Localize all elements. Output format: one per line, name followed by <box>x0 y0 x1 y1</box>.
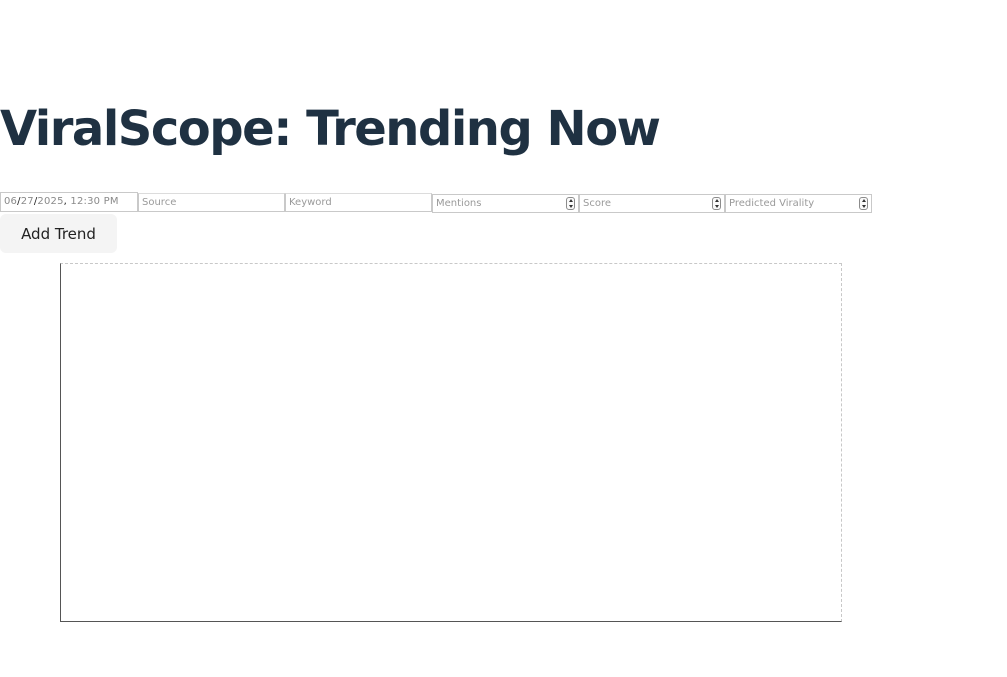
date-time-separator: , <box>63 196 71 207</box>
keyword-input[interactable]: Keyword <box>285 193 432 212</box>
date-separator: / <box>33 196 38 207</box>
date-time[interactable]: 12:30 PM <box>70 196 119 207</box>
date-day[interactable]: 27 <box>20 196 34 207</box>
date-year[interactable]: 2025 <box>37 196 64 207</box>
mentions-input[interactable]: Mentions <box>432 194 579 213</box>
predicted-virality-input[interactable]: Predicted Virality <box>725 194 872 213</box>
mentions-placeholder: Mentions <box>436 198 482 209</box>
source-placeholder: Source <box>142 197 177 208</box>
predicted-virality-placeholder: Predicted Virality <box>729 198 815 209</box>
date-month[interactable]: 06 <box>4 196 18 207</box>
keyword-placeholder: Keyword <box>289 197 332 208</box>
page-title: ViralScope: Trending Now <box>0 101 661 157</box>
datetime-input[interactable]: 06/27/2025, 12:30 PM <box>0 192 138 212</box>
score-placeholder: Score <box>583 198 612 209</box>
spinner-icon[interactable] <box>859 197 868 210</box>
add-trend-button[interactable]: Add Trend <box>0 214 117 253</box>
chart-area <box>60 263 842 622</box>
score-input[interactable]: Score <box>579 194 725 213</box>
spinner-icon[interactable] <box>566 197 575 210</box>
source-input[interactable]: Source <box>138 193 285 212</box>
spinner-icon[interactable] <box>712 197 721 210</box>
date-separator: / <box>17 196 21 207</box>
